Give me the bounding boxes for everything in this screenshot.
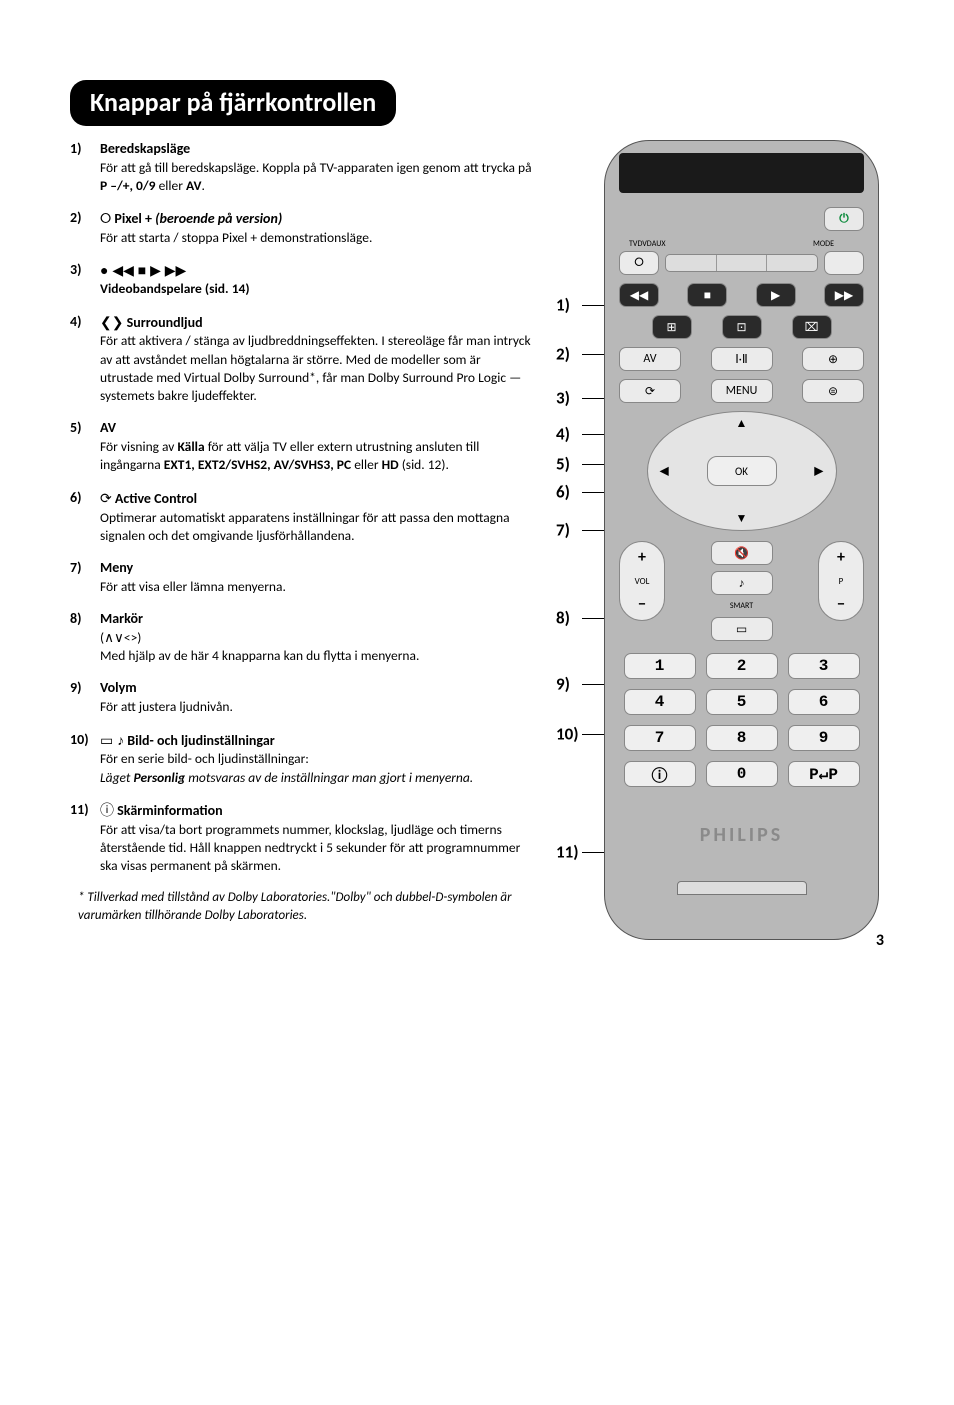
ff-button[interactable]: ▶▶ xyxy=(824,283,864,307)
list-item: 8)Markör (∧∨<>)Med hjälp av de här 4 kna… xyxy=(70,610,534,665)
menu-button[interactable]: MENU xyxy=(711,379,773,403)
list-button[interactable]: ⊜ xyxy=(802,379,864,403)
digit-4-button[interactable]: 4 xyxy=(624,689,696,715)
lead-label: 4) xyxy=(554,424,572,445)
prev-prog-button[interactable]: P↵P xyxy=(788,761,860,787)
lead-label: 6) xyxy=(554,482,572,503)
play-button[interactable]: ▶ xyxy=(756,283,796,307)
nav-ring[interactable]: ▲ ▼ ◀ ▶ OK xyxy=(647,411,837,531)
lead-label: 5) xyxy=(554,454,572,475)
lead-label: 2) xyxy=(554,344,572,365)
teletext3-button[interactable]: ⌧ xyxy=(792,315,832,339)
digit-0-button[interactable]: 0 xyxy=(706,761,778,787)
list-item: 6)⟳ Active Control Optimerar automatiskt… xyxy=(70,489,534,545)
list-item: 4)❮❯ Surroundljud För att aktivera / stä… xyxy=(70,313,534,406)
teletext1-button[interactable]: ⊞ xyxy=(652,315,692,339)
lead-label: 7) xyxy=(554,520,572,541)
arrow-up-icon[interactable]: ▲ xyxy=(736,416,748,431)
page-title: Knappar på fjärrkontrollen xyxy=(70,80,396,126)
lead-label: 8) xyxy=(554,608,572,629)
arrow-down-icon[interactable]: ▼ xyxy=(736,511,748,526)
lead-label: 1) xyxy=(554,295,572,316)
teletext2-button[interactable]: ⊡ xyxy=(722,315,762,339)
numeric-keypad: 123 456 789 ⓘ 0 P↵P xyxy=(619,653,864,787)
list-item: 1)Beredskapsläge För att gå till beredsk… xyxy=(70,140,534,195)
lead-label: 3) xyxy=(554,388,572,409)
ok-button[interactable]: OK xyxy=(707,456,777,486)
digit-7-button[interactable]: 7 xyxy=(624,725,696,751)
list-item: 11)ⓘ Skärminformation För att visa/ta bo… xyxy=(70,801,534,876)
list-item: 10)▭ ♪ Bild- och ljudinställningar För e… xyxy=(70,731,534,787)
list-item: 7)Meny För att visa eller lämna menyerna… xyxy=(70,559,534,596)
smart-button[interactable]: ▭ xyxy=(711,617,773,641)
digit-6-button[interactable]: 6 xyxy=(788,689,860,715)
ir-window xyxy=(619,153,864,193)
digit-2-button[interactable]: 2 xyxy=(706,653,778,679)
smart-label: SMART xyxy=(730,601,753,611)
lead-label: 11) xyxy=(554,842,581,863)
info-button[interactable]: ⓘ xyxy=(624,761,696,787)
digit-8-button[interactable]: 8 xyxy=(706,725,778,751)
dual-button[interactable]: Ⅰ·Ⅱ xyxy=(711,347,773,371)
left-column: 1)Beredskapsläge För att gå till beredsk… xyxy=(70,140,534,940)
list-item: 3)● ◀◀ ■ ▶ ▶▶ Videobandspelare (sid. 14) xyxy=(70,261,534,298)
program-rocker[interactable]: + P − xyxy=(818,541,864,621)
page-number: 3 xyxy=(876,931,884,950)
volume-rocker[interactable]: + VOL − xyxy=(619,541,665,621)
mute-button[interactable]: 🔇 xyxy=(711,541,773,565)
list-item: 2)⭘ Pixel + (beroende på version) För at… xyxy=(70,209,534,247)
rewind-button[interactable]: ◀◀ xyxy=(619,283,659,307)
stop-button[interactable]: ■ xyxy=(687,283,727,307)
right-column: 1)2)3)4)5)6)7)8)9)10)11) ⏻ TV DVD AUX MO… xyxy=(564,140,884,940)
mode-labels: TV DVD AUX MODE xyxy=(619,239,864,249)
arrow-left-icon[interactable]: ◀ xyxy=(660,464,669,479)
footnote: * Tillverkad med tillstånd av Dolby Labo… xyxy=(78,889,534,924)
active-control-button[interactable]: ⟳ xyxy=(619,379,681,403)
mode-button[interactable] xyxy=(824,251,864,275)
content-row: 1)Beredskapsläge För att gå till beredsk… xyxy=(70,140,884,940)
power-button[interactable]: ⏻ xyxy=(824,207,864,231)
lead-label: 9) xyxy=(554,674,572,695)
list-item: 9)Volym För att justera ljudnivån. xyxy=(70,679,534,716)
sound-button[interactable]: ♪ xyxy=(711,571,773,595)
arrow-right-icon[interactable]: ▶ xyxy=(814,464,823,479)
remote-control: ⏻ TV DVD AUX MODE ⭘ ◀◀ ■ ▶ xyxy=(604,140,879,940)
lead-label: 10) xyxy=(554,724,581,745)
pixel-button[interactable]: ⭘ xyxy=(619,251,659,275)
bottom-slot xyxy=(677,881,807,895)
av-button[interactable]: AV xyxy=(619,347,681,371)
digit-1-button[interactable]: 1 xyxy=(624,653,696,679)
list-item: 5)AV För visning av Källa för att välja … xyxy=(70,419,534,474)
format-button[interactable]: ⊕ xyxy=(802,347,864,371)
brand-logo: PHILIPS xyxy=(619,823,864,847)
digit-3-button[interactable]: 3 xyxy=(788,653,860,679)
digit-9-button[interactable]: 9 xyxy=(788,725,860,751)
digit-5-button[interactable]: 5 xyxy=(706,689,778,715)
